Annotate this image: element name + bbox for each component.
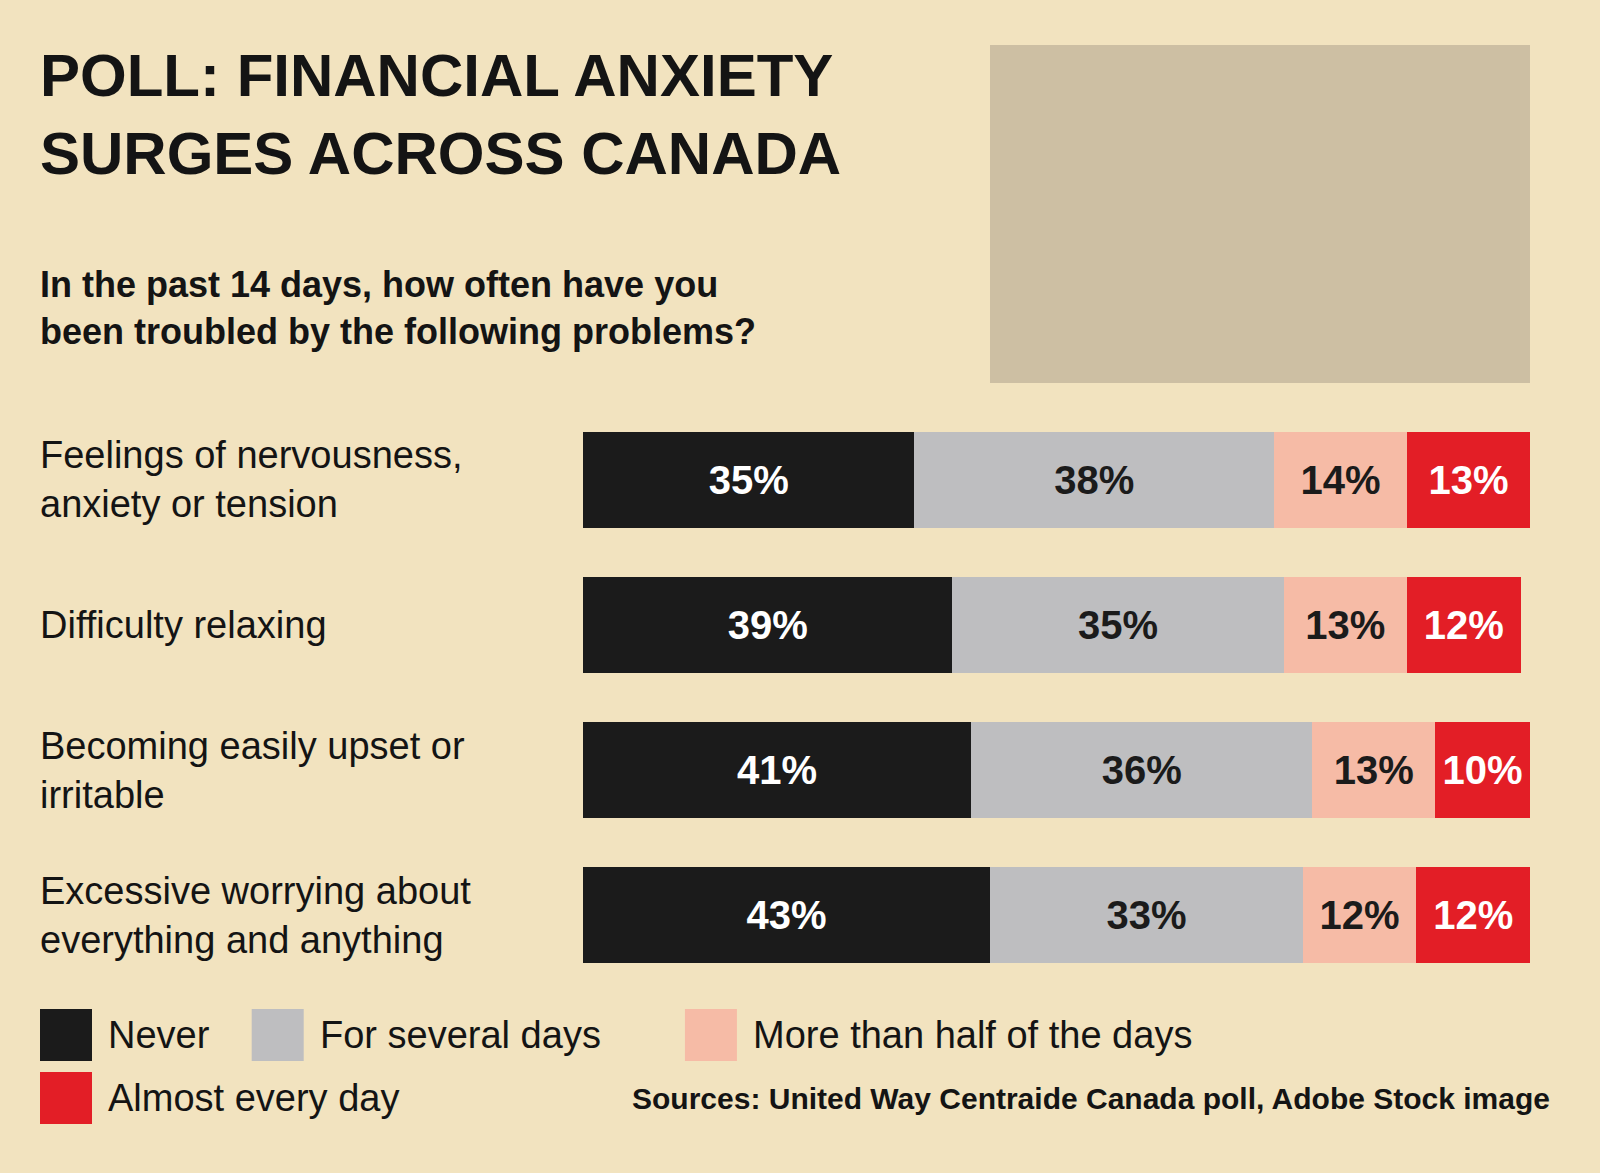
svg-text:More than half of the days: More than half of the days: [753, 1014, 1192, 1056]
svg-text:Almost every day: Almost every day: [108, 1077, 399, 1119]
svg-text:43%: 43%: [747, 893, 827, 937]
svg-text:12%: 12%: [1433, 893, 1513, 937]
svg-text:38%: 38%: [1054, 458, 1134, 502]
svg-text:For several days: For several days: [320, 1014, 601, 1056]
svg-text:Becoming easily upset orirrita: Becoming easily upset orirritable: [40, 725, 465, 816]
svg-text:10%: 10%: [1443, 748, 1523, 792]
svg-text:41%: 41%: [737, 748, 817, 792]
svg-text:39%: 39%: [728, 603, 808, 647]
svg-text:33%: 33%: [1106, 893, 1186, 937]
svg-text:13%: 13%: [1305, 603, 1385, 647]
svg-text:Sources: United Way Centraide: Sources: United Way Centraide Canada pol…: [632, 1082, 1550, 1115]
svg-text:POLL: FINANCIAL ANXIETYSURGES: POLL: FINANCIAL ANXIETYSURGES ACROSS CAN…: [40, 42, 841, 187]
svg-text:Feelings of nervousness,anxiet: Feelings of nervousness,anxiety or tensi…: [40, 434, 462, 525]
svg-text:35%: 35%: [709, 458, 789, 502]
svg-text:Difficulty relaxing: Difficulty relaxing: [40, 604, 327, 646]
svg-text:Excessive worrying abouteveryt: Excessive worrying abouteverything and a…: [40, 870, 471, 961]
svg-text:Never: Never: [108, 1014, 210, 1056]
svg-text:12%: 12%: [1320, 893, 1400, 937]
svg-text:13%: 13%: [1334, 748, 1414, 792]
svg-text:13%: 13%: [1428, 458, 1508, 502]
svg-text:36%: 36%: [1102, 748, 1182, 792]
svg-text:In the past 14 days, how often: In the past 14 days, how often have youb…: [40, 264, 756, 352]
svg-text:35%: 35%: [1078, 603, 1158, 647]
svg-text:12%: 12%: [1424, 603, 1504, 647]
svg-text:14%: 14%: [1301, 458, 1381, 502]
